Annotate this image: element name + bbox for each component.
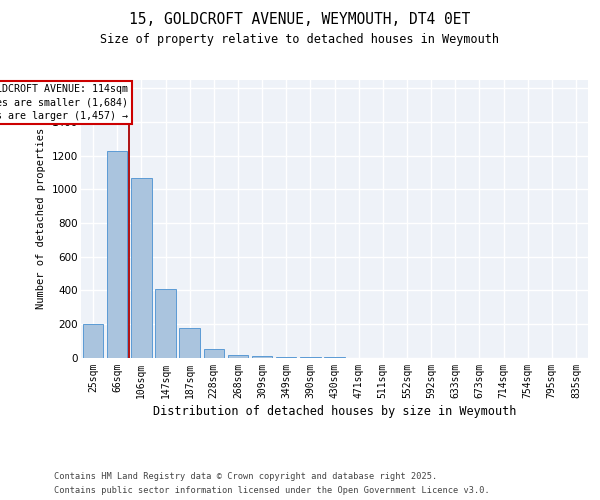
Bar: [107, 150, 127, 358]
Text: 15, GOLDCROFT AVENUE, WEYMOUTH, DT4 0ET: 15, GOLDCROFT AVENUE, WEYMOUTH, DT4 0ET: [130, 12, 470, 28]
Bar: [203, 349, 224, 358]
Bar: [83, 324, 103, 358]
Text: 15 GOLDCROFT AVENUE: 114sqm
← 53% of detached houses are smaller (1,684)
46% of : 15 GOLDCROFT AVENUE: 114sqm ← 53% of det…: [0, 84, 128, 120]
Bar: [131, 178, 152, 358]
X-axis label: Distribution of detached houses by size in Weymouth: Distribution of detached houses by size …: [153, 404, 516, 417]
Text: Contains public sector information licensed under the Open Government Licence v3: Contains public sector information licen…: [54, 486, 490, 495]
Bar: [276, 357, 296, 358]
Bar: [227, 355, 248, 358]
Text: Contains HM Land Registry data © Crown copyright and database right 2025.: Contains HM Land Registry data © Crown c…: [54, 472, 437, 481]
Text: Size of property relative to detached houses in Weymouth: Size of property relative to detached ho…: [101, 32, 499, 46]
Y-axis label: Number of detached properties: Number of detached properties: [37, 128, 46, 310]
Bar: [155, 288, 176, 358]
Bar: [252, 356, 272, 358]
Bar: [179, 328, 200, 358]
